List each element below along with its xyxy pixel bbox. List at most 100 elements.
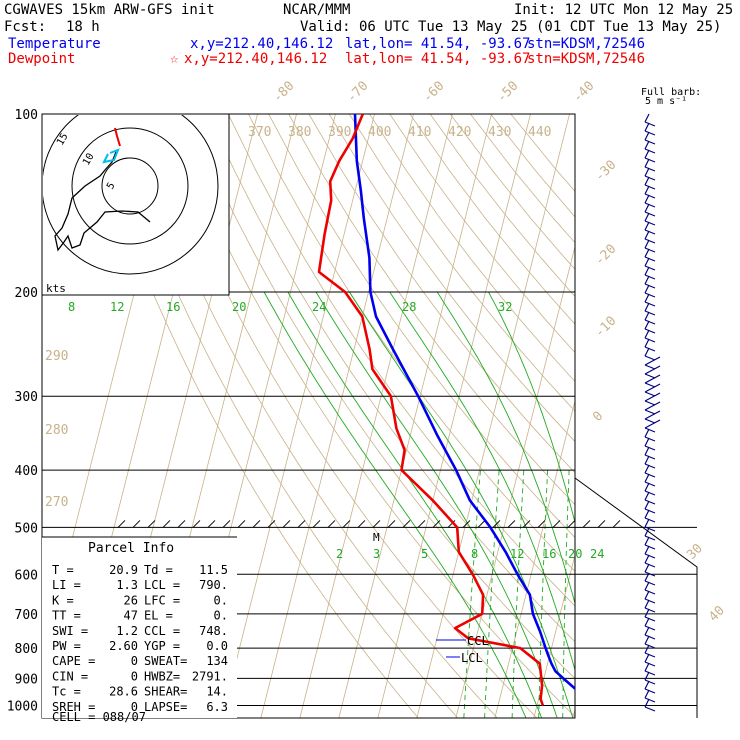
isotherm-label: -60 <box>420 79 447 106</box>
wind-barb <box>644 652 656 658</box>
wind-barb <box>644 625 656 631</box>
wind-barb <box>644 563 650 573</box>
freezing-hatch <box>477 520 486 528</box>
wind-barb <box>644 499 656 505</box>
wind-barb <box>644 553 656 559</box>
wind-barb <box>644 364 656 370</box>
parcel-row-cell: K = <box>52 593 74 607</box>
parcel-row-cell: 790. <box>199 578 228 592</box>
wind-barb <box>644 401 661 411</box>
parcel-row-cell: 0. <box>214 609 228 623</box>
theta-label: 400 <box>368 125 391 140</box>
moist-adiabat-line <box>389 291 575 672</box>
wind-barb <box>644 355 656 361</box>
mixing-ratio-label: 12 <box>110 300 124 314</box>
mixing-ratio-label: 16 <box>166 300 180 314</box>
freezing-hatch <box>117 520 126 528</box>
wind-barb <box>644 302 650 312</box>
wind-barb <box>644 391 656 397</box>
isotherm-label: -80 <box>270 79 297 106</box>
temperature-stn: stn=KDSM,72546 <box>527 36 645 52</box>
theta-label: 380 <box>288 125 311 140</box>
wind-barb <box>644 238 656 244</box>
wind-barb <box>644 491 650 501</box>
theta-label: 420 <box>448 125 471 140</box>
dry-adiabat-line <box>126 114 498 718</box>
freezing-hatch <box>402 520 411 528</box>
wind-barb <box>644 266 650 276</box>
parcel-row-cell: TT = <box>52 609 81 623</box>
wind-barb <box>644 311 650 321</box>
parcel-row-cell: 0. <box>214 593 228 607</box>
wind-barb <box>644 670 656 676</box>
wind-barb <box>644 221 650 231</box>
parcel-row-cell: 14. <box>206 685 228 699</box>
wind-barb <box>644 419 661 429</box>
annotations: CCL LCL M <box>373 531 489 665</box>
temperature-profile <box>353 114 575 691</box>
wind-barb <box>644 509 650 519</box>
dry-adiabat-line <box>167 114 575 718</box>
wind-barb <box>644 508 656 514</box>
wind-barb <box>644 265 656 271</box>
wind-barb <box>644 283 656 289</box>
isotherm-label: -40 <box>570 79 597 106</box>
wind-barb <box>644 626 650 636</box>
wind-barb <box>644 176 650 186</box>
hodo-label-15: 15 <box>55 132 71 148</box>
wind-barb <box>644 536 650 546</box>
freezing-hatch <box>357 520 366 528</box>
mixing-ratio-label: 32 <box>498 300 512 314</box>
wind-barb <box>644 193 656 199</box>
wind-barb <box>644 400 656 406</box>
wind-barb <box>644 671 650 681</box>
wind-barb <box>644 662 650 672</box>
freezing-hatch <box>312 520 321 528</box>
wind-barb <box>644 644 650 654</box>
parcel-row-cell: CCL = <box>144 624 180 638</box>
wind-barb <box>644 634 656 640</box>
wind-barb <box>644 256 656 262</box>
wind-barb <box>644 203 650 213</box>
parcel-row-cell: 2.60 <box>109 639 138 653</box>
wind-barb <box>644 247 656 253</box>
parcel-row-cell: 28.6 <box>109 685 138 699</box>
theta-label: 440 <box>528 125 551 140</box>
theta-label: 390 <box>328 125 351 140</box>
wind-barb <box>644 527 650 537</box>
mixing-ratio-line <box>511 470 525 718</box>
wind-barb <box>644 482 650 492</box>
wind-barb <box>644 545 650 555</box>
wind-barb <box>644 590 650 600</box>
pressure-tick-label: 100 <box>15 108 38 123</box>
mixing-ratio-line <box>606 470 608 718</box>
wind-barb <box>644 274 656 280</box>
parcel-title: Parcel Info <box>88 541 174 556</box>
hodo-label-10: 10 <box>81 152 97 168</box>
isotherm-line <box>260 114 414 718</box>
wind-barb <box>644 706 656 712</box>
pressure-tick-label: 600 <box>15 568 38 583</box>
theta-label: 410 <box>408 125 431 140</box>
wind-barb <box>644 284 650 294</box>
wind-barb <box>644 616 656 622</box>
temperature-xy: x,y=212.40,146.12 <box>190 36 333 52</box>
parcel-row-cell: CIN = <box>52 669 88 683</box>
hodograph-top <box>114 127 121 147</box>
freezing-hatch <box>612 520 621 528</box>
wind-barb <box>644 437 650 447</box>
freezing-hatch <box>597 520 606 528</box>
wind-barb <box>644 562 656 568</box>
org-label: NCAR/MMM <box>283 2 350 18</box>
parcel-row-cell: LCL = <box>144 578 180 592</box>
parcel-row-cell: Td = <box>144 563 173 577</box>
pressure-tick-label: 900 <box>15 672 38 687</box>
wind-barb <box>644 473 650 483</box>
wind-barb <box>644 544 656 550</box>
mixing-ratio-line <box>594 470 597 718</box>
wind-barb <box>644 365 661 375</box>
freezing-hatch <box>162 520 171 528</box>
moist-adiabat-line <box>436 291 575 606</box>
freezing-hatch <box>132 520 141 528</box>
wind-barb <box>644 554 650 564</box>
